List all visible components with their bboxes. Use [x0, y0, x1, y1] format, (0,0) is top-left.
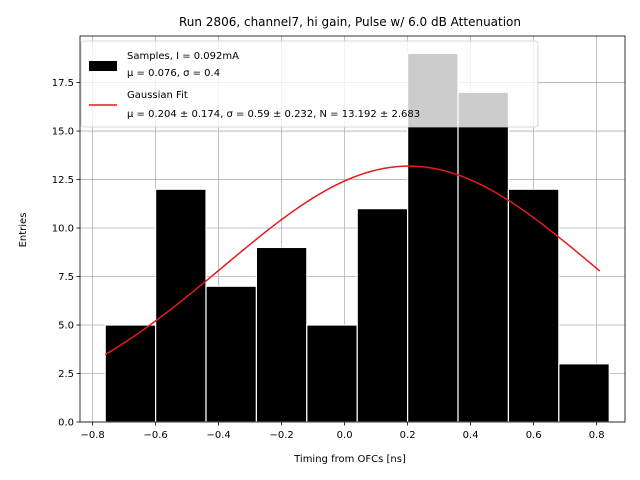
- histogram-bar: [255, 246, 308, 423]
- y-tick-label: 2.5: [58, 369, 74, 380]
- fit-curve: [104, 165, 601, 356]
- y-tick-label: 0.0: [58, 418, 74, 429]
- histogram-bars: [104, 52, 610, 423]
- histogram-bar: [306, 324, 358, 423]
- x-axis-ticks: −0.8 −0.6 −0.4 −0.2 0.0 0.2 0.4 0.6 0.8: [80, 422, 605, 441]
- x-tick-label: 0.4: [463, 430, 479, 441]
- legend-fit-line2: μ = 0.204 ± 0.174, σ = 0.59 ± 0.232, N =…: [127, 109, 420, 120]
- x-tick-label: 0.2: [400, 430, 416, 441]
- histogram-bar: [155, 188, 207, 423]
- gaussian-fit: [104, 165, 601, 356]
- histogram-bar: [457, 91, 510, 423]
- histogram-bar: [507, 188, 560, 423]
- legend-samples-line1: Samples, I = 0.092mA: [127, 51, 239, 62]
- x-axis-label: Timing from OFCs [ns]: [293, 454, 406, 465]
- histogram-bar: [205, 285, 258, 423]
- histogram-bar: [104, 324, 157, 423]
- legend-frame: [80, 40, 539, 128]
- legend: Samples, I = 0.092mA μ = 0.076, σ = 0.4 …: [80, 40, 539, 128]
- x-tick-label: −0.6: [143, 430, 167, 441]
- plot-frame: [79, 35, 626, 423]
- histogram-bar: [356, 208, 409, 423]
- y-tick-label: 7.5: [58, 272, 74, 283]
- y-tick-label: 5.0: [58, 321, 74, 332]
- chart-title: Run 2806, channel7, hi gain, Pulse w/ 6.…: [179, 15, 521, 29]
- y-tick-label: 15.0: [52, 127, 74, 138]
- y-axis-ticks: 0.0 2.5 5.0 7.5 10.0 12.5 15.0 17.5: [52, 78, 80, 429]
- x-tick-label: −0.8: [80, 430, 104, 441]
- x-tick-label: 0.6: [526, 430, 542, 441]
- y-tick-label: 10.0: [52, 224, 74, 235]
- histogram-bar: [558, 363, 610, 423]
- x-tick-label: −0.4: [206, 430, 230, 441]
- x-tick-label: 0.0: [337, 430, 353, 441]
- y-tick-label: 17.5: [52, 78, 74, 89]
- legend-samples-swatch: [89, 61, 117, 71]
- legend-fit-line1: Gaussian Fit: [127, 90, 188, 101]
- x-tick-label: 0.8: [589, 430, 605, 441]
- legend-samples-line2: μ = 0.076, σ = 0.4: [127, 68, 220, 79]
- x-tick-label: −0.2: [269, 430, 293, 441]
- y-axis-label: Entries: [18, 213, 29, 248]
- y-tick-label: 12.5: [52, 175, 74, 186]
